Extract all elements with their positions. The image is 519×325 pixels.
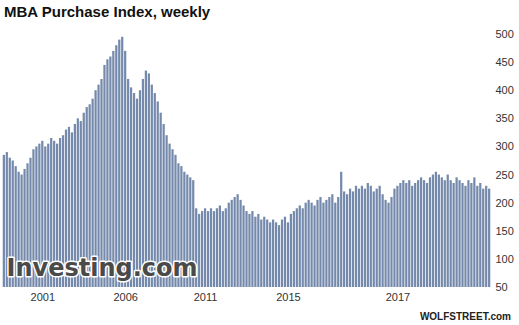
svg-text:2011: 2011 bbox=[194, 291, 218, 303]
svg-text:150: 150 bbox=[496, 225, 514, 237]
svg-text:500: 500 bbox=[496, 28, 514, 40]
svg-text:300: 300 bbox=[496, 140, 514, 152]
svg-text:2001: 2001 bbox=[31, 291, 55, 303]
svg-text:2017: 2017 bbox=[386, 291, 410, 303]
svg-text:350: 350 bbox=[496, 112, 514, 124]
svg-text:2006: 2006 bbox=[113, 291, 137, 303]
svg-text:50: 50 bbox=[496, 281, 508, 293]
svg-text:250: 250 bbox=[496, 169, 514, 181]
svg-text:2015: 2015 bbox=[276, 291, 300, 303]
svg-text:400: 400 bbox=[496, 84, 514, 96]
html-text:MBA Purchase Index, weekly: MBA Purchase Index, weekly bbox=[4, 3, 211, 20]
svg-text:100: 100 bbox=[496, 253, 514, 265]
svg-text:200: 200 bbox=[496, 197, 514, 209]
svg-text:Investing.com: Investing.com bbox=[7, 254, 198, 282]
svg-text:450: 450 bbox=[496, 56, 514, 68]
html-text:WOLFSTREET.com: WOLFSTREET.com bbox=[419, 311, 511, 322]
